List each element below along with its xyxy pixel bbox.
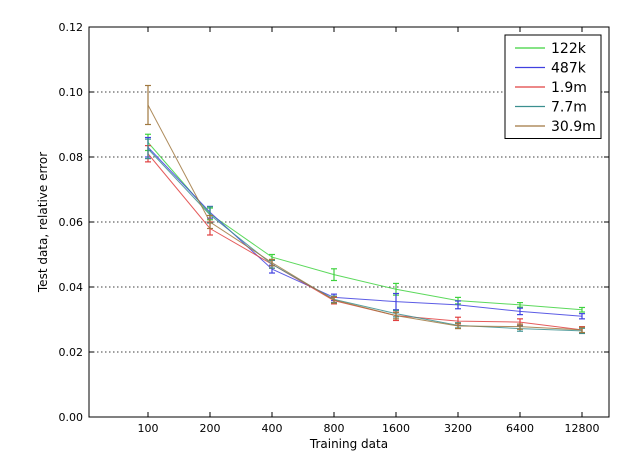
x-tick-label: 6400	[506, 422, 534, 435]
y-tick-label: 0.10	[59, 86, 84, 99]
legend: 122k 487k 1.9m 7.7m 30.9m	[504, 34, 602, 139]
x-tick-label: 200	[200, 422, 221, 435]
x-tick-label: 400	[262, 422, 283, 435]
y-tick-label: 0.00	[59, 411, 84, 424]
legend-label: 7.7m	[551, 100, 587, 116]
legend-label: 1.9m	[551, 80, 587, 96]
y-tick-label: 0.08	[59, 151, 84, 164]
legend-label: 122k	[551, 41, 587, 57]
y-tick-label: 0.12	[59, 21, 84, 34]
x-tick-label: 1600	[382, 422, 410, 435]
legend-label: 30.9m	[551, 119, 596, 135]
series-30.9m	[145, 84, 585, 334]
x-tick-label: 800	[324, 422, 345, 435]
y-axis-label: Test data, relative error	[36, 152, 50, 293]
x-tick-label: 12800	[565, 422, 600, 435]
y-tick-label: 0.04	[59, 281, 84, 294]
series-line	[147, 104, 583, 331]
x-tick-label: 3200	[444, 422, 472, 435]
y-tick-label: 0.02	[59, 346, 84, 359]
x-tick-label: 100	[138, 422, 159, 435]
series-line	[147, 146, 583, 317]
y-tick-label: 0.06	[59, 216, 84, 229]
legend-label: 487k	[551, 61, 587, 77]
series-layer	[145, 84, 585, 335]
x-axis-label: Training data	[309, 437, 388, 451]
ticks: 0.00 0.02 0.04 0.06 0.08 0.10 0.12 100 200 400 800…	[59, 21, 609, 435]
series-line	[147, 148, 583, 332]
